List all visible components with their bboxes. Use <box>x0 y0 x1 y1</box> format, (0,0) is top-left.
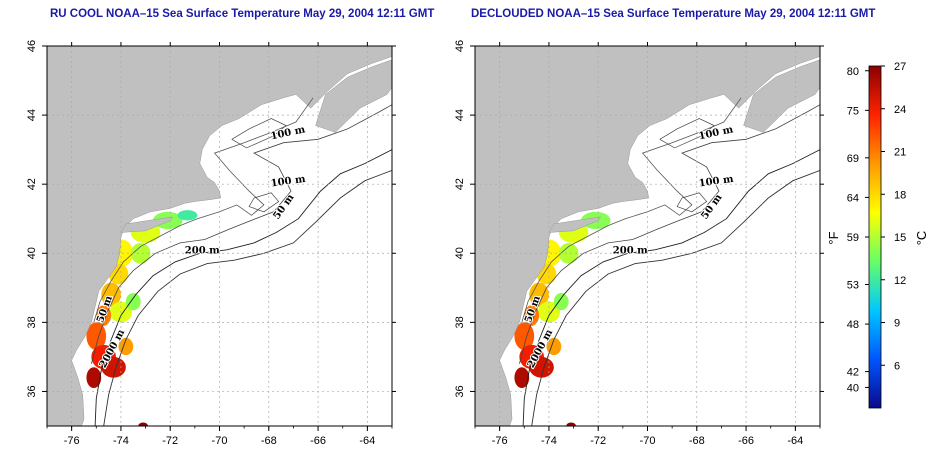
nova-scotia <box>315 59 392 133</box>
contour-label: 200 m <box>613 245 648 256</box>
sst-patch <box>125 293 141 311</box>
fahrenheit-tick-label: 75 <box>847 105 859 117</box>
y-tick-label: 46 <box>454 40 466 52</box>
x-tick-label: -76 <box>64 435 80 447</box>
land-mass <box>47 46 392 426</box>
x-tick-label: -68 <box>261 435 277 447</box>
long-island <box>548 216 602 233</box>
celsius-tick-label: 21 <box>894 147 906 159</box>
contour-100m <box>91 104 392 364</box>
y-tick-label: 38 <box>454 316 466 328</box>
fahrenheit-tick-label: 48 <box>847 319 859 331</box>
fahrenheit-unit-label: °F <box>826 231 841 244</box>
x-tick-label: -74 <box>541 435 557 447</box>
contour-label: 100 m <box>698 174 735 190</box>
celsius-tick-label: 27 <box>894 61 906 73</box>
sst-patch <box>529 356 554 378</box>
fahrenheit-tick-label: 64 <box>847 192 859 204</box>
contour-100m <box>519 104 820 364</box>
celsius-tick-label: 15 <box>894 232 906 244</box>
contour-200m <box>522 149 820 426</box>
y-tick-label: 44 <box>454 109 466 121</box>
y-tick-label: 38 <box>26 316 38 328</box>
sst-patch <box>138 422 149 426</box>
sst-patch <box>514 367 530 388</box>
y-tick-label: 44 <box>26 109 38 121</box>
sst-patch <box>529 282 549 307</box>
x-tick-label: -70 <box>640 435 656 447</box>
fahrenheit-tick-label: 59 <box>847 232 859 244</box>
sst-patch <box>101 356 126 378</box>
map-title-left: RU COOL NOAA–15 Sea Surface Temperature … <box>50 8 435 20</box>
contour-200m <box>94 149 392 426</box>
celsius-tick-label: 6 <box>894 360 900 372</box>
x-tick-label: -64 <box>359 435 375 447</box>
land-mass <box>475 46 820 426</box>
contour-gulf-maine <box>659 118 715 149</box>
fahrenheit-tick-label: 53 <box>847 280 859 292</box>
colorbar: 27 24 21 18 15 12 9 6 80 75 69 64 59 53 48 42 40 °F °C <box>826 61 929 409</box>
contour-gulf-maine <box>231 118 287 149</box>
y-tick-label: 46 <box>26 40 38 52</box>
x-tick-label: -72 <box>162 435 178 447</box>
sst-patch <box>86 367 102 388</box>
celsius-unit-label: °C <box>914 231 929 246</box>
colorbar-strip <box>868 65 882 409</box>
celsius-tick-label: 12 <box>894 275 906 287</box>
sst-patch <box>101 282 121 307</box>
fahrenheit-tick-label: 42 <box>847 367 859 379</box>
sst-patch <box>566 422 577 426</box>
fahrenheit-tick-label: 69 <box>847 153 859 165</box>
x-tick-label: -72 <box>590 435 606 447</box>
sst-patch <box>553 293 569 311</box>
sst-patch <box>177 210 198 221</box>
y-tick-label: 40 <box>26 247 38 259</box>
contour-label: 200 m <box>185 245 220 256</box>
sst-patch <box>130 242 151 264</box>
y-tick-label: 36 <box>454 385 466 397</box>
y-tick-label: 42 <box>454 178 466 190</box>
contour-50m <box>93 97 314 323</box>
celsius-tick-label: 24 <box>894 104 906 116</box>
contour-2000m <box>103 169 392 426</box>
sst-patch <box>524 305 540 326</box>
fahrenheit-tick-label: 80 <box>847 66 859 78</box>
y-tick-label: 36 <box>26 385 38 397</box>
celsius-tick-label: 18 <box>894 189 906 201</box>
y-tick-label: 42 <box>26 178 38 190</box>
y-tick-label: 40 <box>454 247 466 259</box>
map-title-right: DECLOUDED NOAA–15 Sea Surface Temperatur… <box>471 8 876 20</box>
contour-georges-bank <box>248 192 280 213</box>
x-tick-label: -68 <box>689 435 705 447</box>
nova-scotia <box>743 59 820 133</box>
long-island <box>120 216 174 233</box>
sst-patch <box>96 305 112 326</box>
x-tick-label: -76 <box>492 435 508 447</box>
contour-2000m <box>531 169 820 426</box>
x-tick-label: -74 <box>113 435 129 447</box>
x-tick-label: -66 <box>310 435 326 447</box>
x-tick-label: -66 <box>738 435 754 447</box>
contour-georges-bank <box>676 192 708 213</box>
fahrenheit-tick-label: 40 <box>847 382 859 394</box>
contour-50m <box>521 97 742 323</box>
celsius-tick-label: 9 <box>894 318 900 330</box>
sst-patch <box>558 242 579 264</box>
x-tick-label: -70 <box>212 435 228 447</box>
x-tick-label: -64 <box>787 435 803 447</box>
